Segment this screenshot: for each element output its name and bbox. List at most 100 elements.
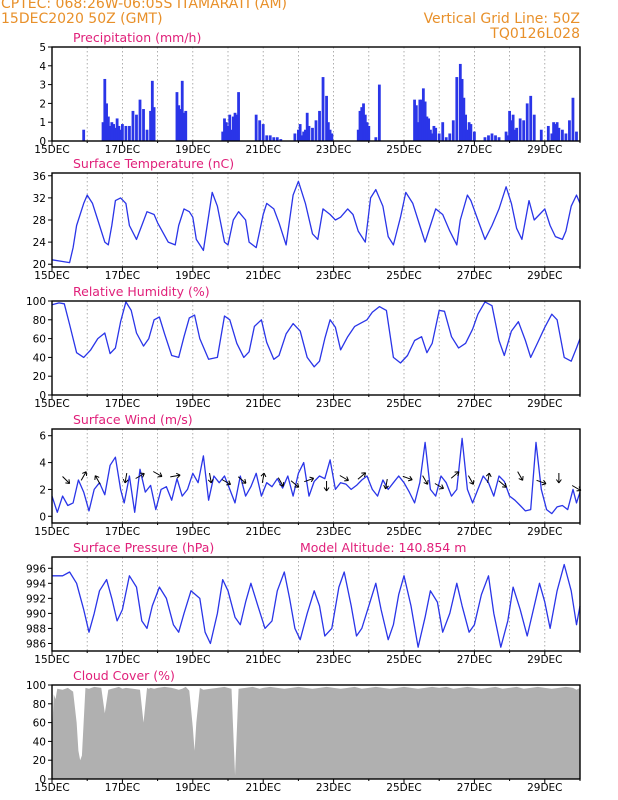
wind-arrow-head <box>323 487 330 492</box>
precip-bar <box>465 129 469 141</box>
precip-bar <box>429 129 432 141</box>
x-tick-label: 21DEC <box>245 398 280 410</box>
y-tick-label: 0 <box>39 511 46 523</box>
wind-arrow-shaft <box>153 471 163 477</box>
wind-arrow-shaft <box>450 471 460 479</box>
x-tick-label: 23DEC <box>316 270 351 282</box>
precip-bar <box>539 129 543 141</box>
x-tick-label: 25DEC <box>386 398 421 410</box>
precip-bar <box>142 109 145 141</box>
x-tick-label: 17DEC <box>105 654 140 666</box>
rh-title: Relative Humidity (%) <box>73 284 210 299</box>
wind-arrow-shaft <box>261 472 265 484</box>
y-tick-label: 0 <box>39 136 46 148</box>
wind-arrow <box>237 476 247 484</box>
x-tick-label: 21DEC <box>245 270 280 282</box>
precip-bar <box>420 99 423 141</box>
precip-bar <box>363 114 367 141</box>
precip-bar <box>451 120 455 141</box>
precip-bar <box>261 124 265 141</box>
precip-bar <box>546 125 550 141</box>
wind-arrow <box>290 480 300 488</box>
x-tick-label: 29DEC <box>527 144 562 156</box>
y-tick-label: 32 <box>33 193 46 205</box>
wind-arrow <box>153 471 163 478</box>
x-tick-label: 19DEC <box>175 782 210 794</box>
precip-bar <box>106 116 110 141</box>
precip-bar <box>432 125 436 141</box>
precip-bar <box>254 114 258 141</box>
precip-bar <box>462 97 466 141</box>
wind-arrow-head <box>207 478 214 484</box>
x-tick-label: 17DEC <box>105 782 140 794</box>
wind-arrow <box>422 475 429 485</box>
wind-arrow-head <box>383 484 389 490</box>
page-header: CPTEC: 068:26W-06:05S ITAMARATI (AM) 15D… <box>0 0 618 46</box>
precip-bar <box>300 135 304 141</box>
precip-bar <box>553 124 557 141</box>
y-tick-label: 40 <box>33 736 46 748</box>
precip-bar <box>230 129 233 141</box>
wind-arrow-head <box>344 476 349 482</box>
pres-title: Surface Pressure (hPa) <box>73 540 214 555</box>
wind-arrow <box>485 472 492 484</box>
x-tick-label: 17DEC <box>105 270 140 282</box>
precip-bar <box>228 114 232 141</box>
y-tick-label: 4 <box>39 458 46 470</box>
x-tick-label: 29DEC <box>527 782 562 794</box>
y-tick-label: 5 <box>39 42 46 54</box>
precip-bar <box>138 99 142 141</box>
x-tick-label: 15DEC <box>34 526 69 538</box>
wind-arrow-shaft <box>517 471 524 481</box>
x-tick-label: 29DEC <box>527 398 562 410</box>
y-tick-label: 994 <box>26 578 46 590</box>
y-tick-label: 1 <box>39 117 46 129</box>
vertical-grid-note: Vertical Grid Line: 50Z <box>423 11 580 27</box>
precip-bar <box>82 129 86 141</box>
x-tick-label: 25DEC <box>386 782 421 794</box>
precip-bar <box>131 110 135 141</box>
wind-arrow <box>536 479 547 486</box>
y-tick-label: 20 <box>33 755 46 767</box>
precip-bar <box>221 131 225 141</box>
precip-bar <box>328 129 332 141</box>
wind-arrow <box>357 472 367 480</box>
wind-arrow-head <box>439 484 444 490</box>
y-tick-label: 24 <box>33 237 47 249</box>
precip-bar <box>293 133 297 141</box>
precip-bar <box>515 127 519 141</box>
precip-bar <box>571 97 575 141</box>
wind-arrow <box>80 471 88 481</box>
precip-bar <box>135 114 138 141</box>
precip-bar <box>557 127 561 141</box>
precip-bar <box>121 124 124 141</box>
precip-bar <box>152 107 156 141</box>
wind-arrow-shaft <box>339 475 349 481</box>
wind-arrow-shaft <box>124 472 128 484</box>
x-tick-label: 25DEC <box>386 654 421 666</box>
precip-bar <box>223 118 226 141</box>
wind-arrow <box>135 472 145 479</box>
precip-bar <box>265 135 269 141</box>
precip-bar <box>437 133 441 141</box>
precip-bar <box>564 133 568 141</box>
station-title: CPTEC: 068:26W-06:05S ITAMARATI (AM) <box>1 0 288 12</box>
precip-bar <box>504 131 508 141</box>
x-tick-label: 17DEC <box>105 144 140 156</box>
y-tick-label: 996 <box>26 563 46 575</box>
precip-bar <box>179 109 182 141</box>
precip-bar <box>124 125 128 141</box>
wind-arrow-shaft <box>422 475 429 485</box>
precip-bar <box>307 125 311 141</box>
wind-arrow <box>450 471 460 479</box>
precip-bar <box>367 125 371 141</box>
precip-bar <box>177 105 181 141</box>
wind-arrow <box>304 476 315 483</box>
precip-bar <box>231 116 235 141</box>
y-tick-label: 40 <box>33 352 46 364</box>
y-tick-label: 4 <box>39 61 46 73</box>
wind-panel: 0 2 4 6 15DEC 17DEC 19DEC 21DEC 23DEC 25DEC 27DEC 2… <box>34 412 582 538</box>
plot-frame <box>51 300 581 396</box>
precip-bar <box>425 116 429 141</box>
